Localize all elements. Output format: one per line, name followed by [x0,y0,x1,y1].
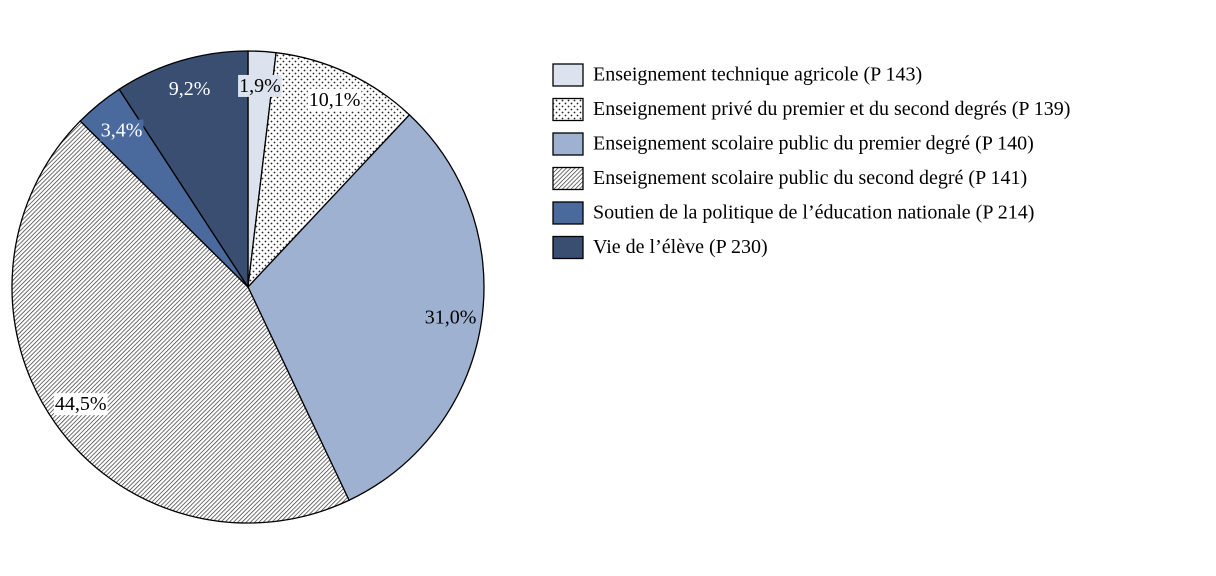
legend-label: Enseignement privé du premier et du seco… [593,98,1070,120]
value-label-group: 1,9% [238,74,282,97]
value-label-bg [53,393,108,416]
value-label-group: 31,0% [423,306,478,329]
value-label: 44,5% [55,393,107,415]
value-label-bg [238,74,282,97]
legend-label: Enseignement technique agricole (P 143) [593,64,922,86]
legend-swatch [552,97,584,122]
legend-label: Soutien de la politique de l’éducation n… [593,202,1034,224]
value-label: 31,0% [425,306,477,328]
legend-label: Vie de l’élève (P 230) [593,236,768,258]
legend-swatch [552,235,584,260]
pie-slice [247,113,485,502]
value-label-bg [99,119,144,142]
value-label-bg [167,78,212,101]
value-label: 3,4% [101,120,143,142]
value-label-bg [307,88,362,111]
legend-swatch [552,166,584,191]
pie-slice [118,50,249,290]
legend-swatch [552,201,584,225]
legend-swatch [552,63,584,87]
value-label: 10,1% [309,89,361,111]
pie-slice [247,51,411,289]
legend-label: Enseignement scolaire public du second d… [593,167,1027,189]
value-label: 1,9% [239,75,281,97]
value-label-group: 10,1% [307,88,362,111]
legend-label: Enseignement scolaire public du premier … [593,133,1034,155]
pie-slice [11,120,350,524]
legend-swatch [552,132,584,156]
value-label: 9,2% [169,78,211,100]
value-label-group: 3,4% [99,119,144,142]
value-label-group: 9,2% [167,78,212,101]
value-label-group: 44,5% [53,393,108,416]
value-label-bg [423,306,478,329]
